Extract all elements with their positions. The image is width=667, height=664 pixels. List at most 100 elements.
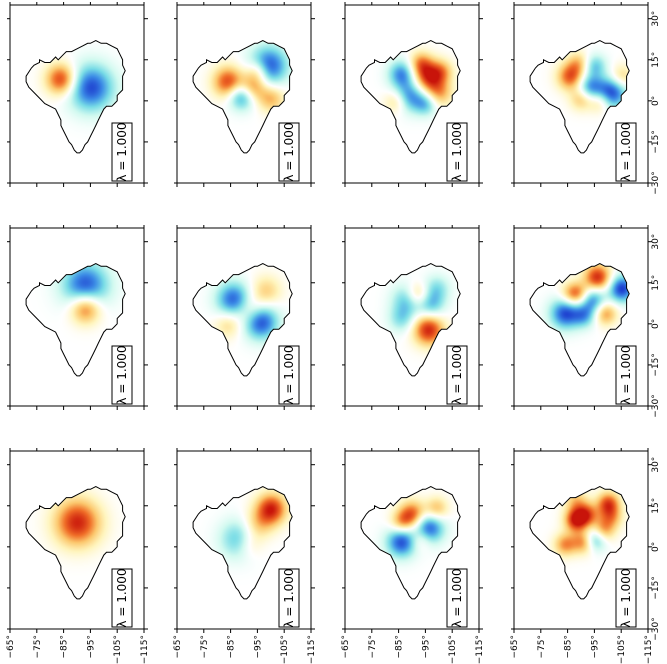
panel-grid: λ = 1.000 λ = 1.000 λ = 1.000 λ = 1.000 λ = …	[7, 2, 652, 633]
lat-tick-label: 30°	[651, 234, 661, 250]
lat-tick-label: 30°	[651, 11, 661, 27]
region-outline	[360, 263, 461, 377]
panel-r1-c1: λ = 1.000	[174, 225, 315, 410]
lambda-label: λ = 1.000	[278, 568, 300, 628]
lon-tick-label: −115°	[307, 635, 317, 664]
panel-r2-c3: λ = 1.000	[511, 448, 652, 633]
panel-frame	[176, 227, 312, 407]
lon-tick-label: −115°	[140, 635, 150, 664]
panel-r2-c0: λ = 1.000	[7, 448, 148, 633]
lon-tick-label: −105°	[617, 635, 627, 664]
region-outline	[529, 40, 630, 154]
lon-tick-label: −95°	[590, 635, 600, 659]
lambda-label: λ = 1.000	[446, 568, 468, 628]
lambda-text: λ = 1.000	[619, 568, 633, 627]
lambda-label: λ = 1.000	[111, 122, 133, 182]
lambda-label: λ = 1.000	[615, 122, 637, 182]
panel-r2-c2: λ = 1.000	[342, 448, 483, 633]
panel-r0-c2: λ = 1.000	[342, 2, 483, 187]
region-outline	[192, 40, 293, 154]
panel-frame	[513, 4, 649, 184]
region-outline	[192, 263, 293, 377]
lambda-label: λ = 1.000	[615, 345, 637, 405]
lon-tick-label: −105°	[113, 635, 123, 664]
panel-r0-c0: λ = 1.000	[7, 2, 148, 187]
region-outline	[529, 486, 630, 600]
lat-tick-label: −15°	[651, 353, 661, 377]
lon-tick-label: −115°	[644, 635, 654, 664]
lat-tick-label: 15°	[651, 498, 661, 514]
lambda-text: λ = 1.000	[115, 122, 129, 181]
lon-tick-label: −85°	[395, 635, 405, 659]
lon-tick-label: −75°	[33, 635, 43, 659]
lon-tick-label: −95°	[253, 635, 263, 659]
panel-r0-c3: λ = 1.000	[511, 2, 652, 187]
lon-tick-label: −95°	[86, 635, 96, 659]
panel-frame	[176, 450, 312, 630]
region-outline	[360, 486, 461, 600]
lat-tick-label: −15°	[651, 130, 661, 154]
lon-tick-label: −95°	[421, 635, 431, 659]
lambda-label: λ = 1.000	[615, 568, 637, 628]
panel-r1-c3: λ = 1.000	[511, 225, 652, 410]
lambda-text: λ = 1.000	[450, 122, 464, 181]
panel-frame	[344, 4, 480, 184]
lat-tick-label: 0°	[651, 319, 661, 329]
region-outline	[25, 263, 126, 377]
lon-tick-label: −65°	[6, 635, 16, 659]
lambda-label: λ = 1.000	[278, 122, 300, 182]
lon-tick-label: −75°	[200, 635, 210, 659]
panel-frame	[9, 227, 145, 407]
lat-tick-label: −30°	[651, 617, 661, 641]
lat-tick-label: −30°	[651, 171, 661, 195]
panel-frame	[9, 4, 145, 184]
region-outline	[360, 40, 461, 154]
panel-frame	[513, 227, 649, 407]
lat-tick-label: 30°	[651, 457, 661, 473]
lon-tick-label: −105°	[280, 635, 290, 664]
lon-tick-label: −75°	[368, 635, 378, 659]
panel-frame	[513, 450, 649, 630]
lon-tick-label: −85°	[564, 635, 574, 659]
lon-tick-label: −85°	[227, 635, 237, 659]
lambda-label: λ = 1.000	[111, 568, 133, 628]
panel-r1-c2: λ = 1.000	[342, 225, 483, 410]
lambda-text: λ = 1.000	[115, 568, 129, 627]
lon-tick-label: −75°	[537, 635, 547, 659]
lambda-text: λ = 1.000	[282, 345, 296, 404]
lat-tick-label: 0°	[651, 96, 661, 106]
panel-frame	[344, 227, 480, 407]
lat-tick-label: 15°	[651, 275, 661, 291]
lambda-text: λ = 1.000	[450, 568, 464, 627]
lambda-label: λ = 1.000	[111, 345, 133, 405]
lambda-text: λ = 1.000	[619, 122, 633, 181]
lambda-text: λ = 1.000	[450, 345, 464, 404]
panel-frame	[9, 450, 145, 630]
lambda-label: λ = 1.000	[446, 345, 468, 405]
lon-tick-label: −105°	[448, 635, 458, 664]
region-outline	[25, 40, 126, 154]
lat-tick-label: −15°	[651, 576, 661, 600]
lat-tick-label: 0°	[651, 542, 661, 552]
panel-frame	[344, 450, 480, 630]
lon-tick-label: −85°	[60, 635, 70, 659]
lon-tick-label: −115°	[475, 635, 485, 664]
axis-labels: −65° −75° −85° −95° −105° −115° −65° −75° −85° −9…	[6, 11, 661, 664]
panel-r0-c1: λ = 1.000	[174, 2, 315, 187]
lambda-text: λ = 1.000	[282, 122, 296, 181]
lambda-text: λ = 1.000	[115, 345, 129, 404]
panel-r2-c1: λ = 1.000	[174, 448, 315, 633]
lambda-label: λ = 1.000	[446, 122, 468, 182]
panel-frame	[176, 4, 312, 184]
lat-tick-label: 15°	[651, 52, 661, 68]
lon-tick-label: −65°	[510, 635, 520, 659]
lon-tick-label: −65°	[341, 635, 351, 659]
lon-tick-label: −65°	[173, 635, 183, 659]
lambda-text: λ = 1.000	[619, 345, 633, 404]
panel-r1-c0: λ = 1.000	[7, 225, 148, 410]
lambda-text: λ = 1.000	[282, 568, 296, 627]
lambda-label: λ = 1.000	[278, 345, 300, 405]
lat-tick-label: −30°	[651, 394, 661, 418]
region-outline	[529, 263, 630, 377]
